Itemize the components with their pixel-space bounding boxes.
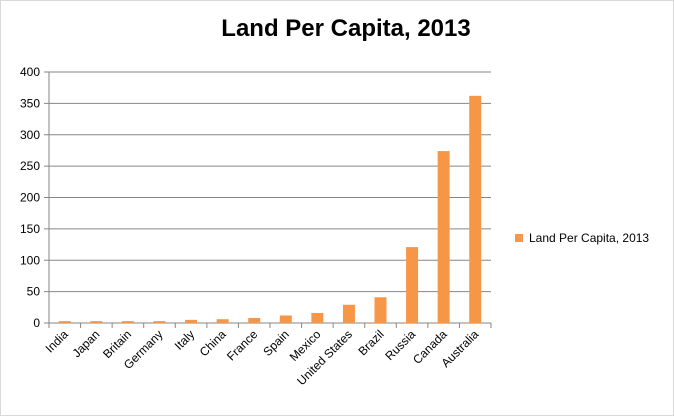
bar <box>185 319 198 323</box>
y-tick-label: 0 <box>33 316 40 330</box>
y-tick-label: 150 <box>20 222 40 236</box>
x-tick-label: Italy <box>172 327 197 352</box>
chart-title: Land Per Capita, 2013 <box>221 15 471 42</box>
bar <box>311 312 324 323</box>
bar <box>90 321 103 323</box>
bar <box>153 321 166 323</box>
bar <box>216 319 229 323</box>
legend-label: Land Per Capita, 2013 <box>529 231 650 245</box>
y-tick-label: 250 <box>20 159 40 173</box>
bar <box>121 321 134 323</box>
bar <box>279 315 292 323</box>
bar <box>58 321 71 323</box>
y-tick-label: 400 <box>20 65 40 79</box>
x-tick-label: France <box>224 327 261 364</box>
y-tick-label: 350 <box>20 96 40 110</box>
x-tick-label: India <box>43 327 72 356</box>
bar <box>437 151 450 323</box>
legend-swatch <box>515 234 523 242</box>
bar <box>248 317 261 323</box>
y-tick-label: 300 <box>20 128 40 142</box>
bar <box>342 304 355 323</box>
y-tick-label: 50 <box>27 285 41 299</box>
y-tick-label: 200 <box>20 191 40 205</box>
bar <box>469 95 482 323</box>
bar <box>374 297 387 323</box>
x-tick-label: Japan <box>69 327 102 360</box>
y-tick-label: 100 <box>20 253 40 267</box>
bar <box>406 247 419 323</box>
legend: Land Per Capita, 2013 <box>515 231 649 245</box>
